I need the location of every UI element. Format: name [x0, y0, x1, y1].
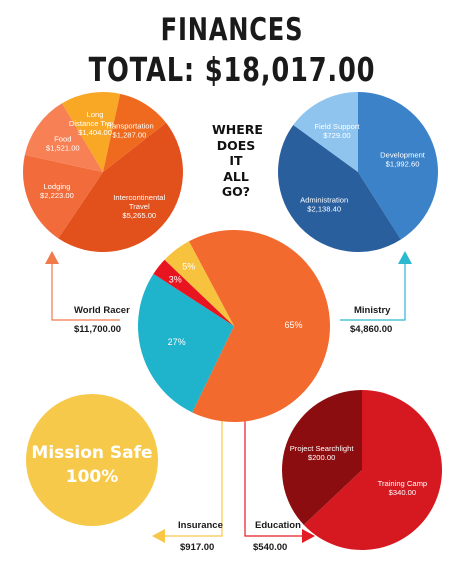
world-racer-slice-lodging: [22, 154, 103, 239]
ministry-slice-field-support: [293, 92, 358, 172]
mission-safe-percent: 100%: [66, 467, 119, 487]
main-slice-world-racer: [188, 230, 330, 422]
education-label-training-camp: Training Camp $340.00: [378, 479, 428, 497]
mission-safe-label: Mission Safe: [31, 443, 152, 463]
insurance-label: Insurance: [178, 520, 223, 531]
ministry-label: Ministry: [354, 305, 391, 316]
world-racer-slice-intercontinental-travel: [58, 122, 183, 253]
world-racer-slice-transportation: [103, 93, 167, 172]
main-label-education: 3%: [169, 275, 182, 285]
question-text: WHERE DOES IT ALL GO?: [212, 122, 263, 199]
world-racer-slice-food: [24, 103, 103, 172]
main-label-insurance: 5%: [182, 261, 195, 271]
education-slice-project-searchlight: [281, 390, 362, 525]
page-title: FINANCES: [160, 12, 304, 48]
main-slice-ministry: [137, 273, 234, 413]
ministry-slice-development: [358, 92, 439, 240]
ministry-label-administration: Administration $2,138.40: [300, 195, 348, 213]
world-racer-label-long-distance-travel: Long Distance Travel $1,404.00: [69, 110, 122, 137]
main-pie: 65% 27% 3%5%: [137, 230, 330, 422]
world-racer-label: World Racer: [74, 305, 130, 316]
education-label-project-searchlight: Project Searchlight $200.00: [290, 444, 355, 462]
mission-safe-slice: [26, 394, 158, 526]
arrow-up-icon: [45, 251, 59, 264]
education-value: $540.00: [253, 542, 287, 553]
ministry-label-development: Development $1,992.60: [380, 151, 426, 169]
world-racer-label-lodging: Lodging $2,223.00: [40, 182, 74, 200]
ministry-pie: Development $1,992.60 Administration $2,138…: [277, 92, 439, 253]
connector-world-racer: [45, 251, 120, 321]
connector-ministry: [340, 251, 412, 321]
main-slice-education: [153, 259, 234, 326]
connector-education: [244, 413, 315, 543]
insurance-pie: Mission Safe 100%: [26, 394, 158, 526]
education-pie: Training Camp $340.00 Project Searchlight $…: [281, 390, 442, 550]
main-slice-insurance: [164, 241, 234, 326]
main-label-ministry: 27%: [168, 337, 186, 347]
world-racer-value: $11,700.00: [74, 324, 121, 335]
total-amount: TOTAL: $18,017.00: [88, 50, 376, 89]
arrow-left-icon: [152, 529, 165, 543]
arrow-right-icon: [302, 529, 315, 543]
education-slice-training-camp: [303, 390, 442, 550]
ministry-label-field-support: Field Support $729.00: [314, 122, 360, 140]
ministry-slice-administration: [277, 124, 401, 253]
main-label-world-racer: 65%: [285, 320, 303, 330]
world-racer-slice-long-distance-travel: [62, 92, 121, 172]
world-racer-label-food: Food $1,521.00: [46, 134, 80, 152]
connector-insurance: [152, 413, 223, 543]
education-label: Education: [255, 520, 301, 531]
arrow-up-icon: [398, 251, 412, 264]
ministry-value: $4,860.00: [350, 324, 392, 335]
world-racer-pie: Intercontinental Travel $5,265.00 Lodging $2…: [22, 92, 183, 253]
insurance-value: $917.00: [180, 542, 214, 553]
world-racer-label-intercontinental-travel: Intercontinental Travel $5,265.00: [113, 193, 165, 220]
world-racer-label-transportation: Transportation $1,287.00: [105, 122, 154, 140]
